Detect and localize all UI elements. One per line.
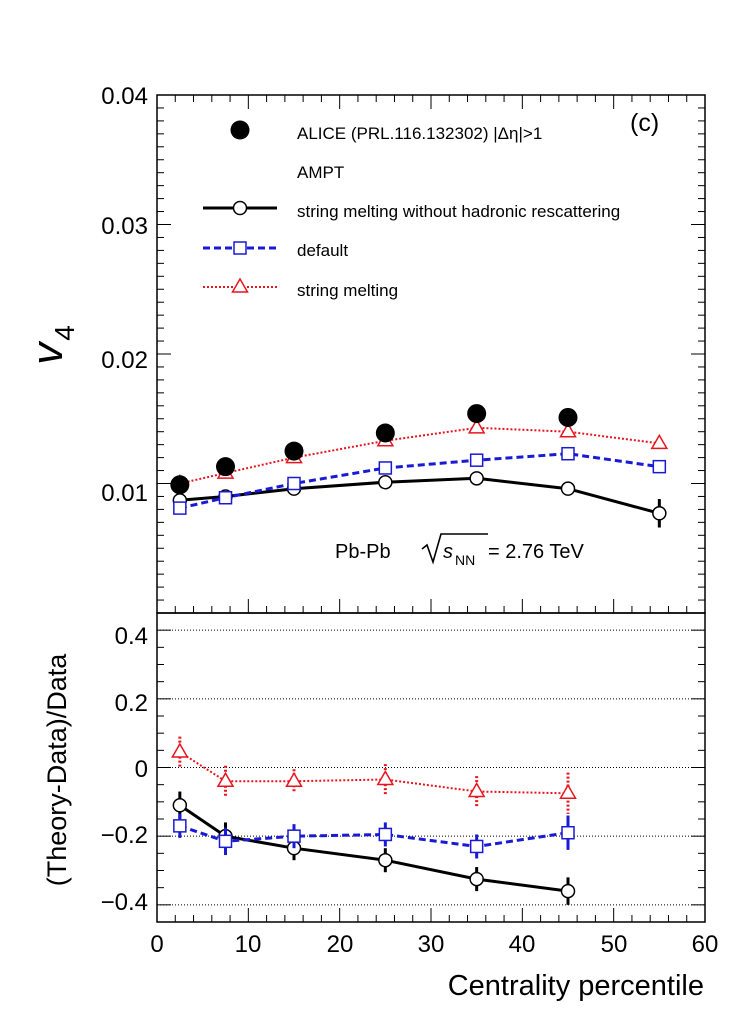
data-point-default [469,839,484,854]
bottom-ytick-label: −0.2 [101,822,148,849]
data-point-sm-norescat [469,871,484,887]
top-plot-frame [156,94,706,614]
xtick-label: 30 [418,931,445,958]
axis-ticks [156,94,706,922]
xtick-label: 50 [601,931,628,958]
xtick-label: 40 [509,931,536,958]
series-line-sm-norescat [178,804,569,893]
legend-marker-sm-norescat [232,200,248,216]
data-point-sm [376,770,395,786]
data-point-sm-norescat [652,506,667,521]
data-point-sm [559,783,577,799]
top-ytick-label: 0.01 [101,480,148,507]
data-point-default [378,827,393,842]
bottom-panel-data [171,736,577,905]
data-point-sm-norescat [560,883,576,899]
bottom-y-axis-title: (Theory-Data)/Data [42,653,72,887]
annotation-sub: NN [455,552,475,568]
bottom-ytick-label: 0.2 [115,690,148,717]
legend-label-sm: string melting [297,281,398,300]
data-point-default [378,461,393,475]
data-point-alice [216,457,235,477]
data-point-sm-norescat [560,481,576,496]
bottom-ytick-label: 0 [135,756,148,783]
data-point-sm [216,771,235,787]
bottom-gridlines [157,629,705,906]
bottom-ytick-label: 0.4 [115,623,148,650]
data-point-sm-norescat [172,798,188,813]
data-point-sm [559,422,577,438]
legend-marker-alice [230,120,250,140]
data-point-sm [285,771,303,787]
data-point-alice [375,423,395,443]
x-axis-title: Centrality percentile [448,970,704,1002]
xtick-label: 0 [150,931,163,958]
data-point-default [287,829,301,843]
data-point-sm [650,433,669,450]
annotation-s: s [443,541,453,563]
legend-label-alice: ALICE (PRL.116.132302) |Δη|>1 [297,124,542,143]
top-ytick-label: 0.02 [101,347,148,374]
sqrt-sign [421,533,488,565]
annotation-pre: Pb-Pb [335,541,391,563]
bottom-ytick-label: −0.4 [101,889,148,916]
panel-label: (c) [630,109,659,137]
data-point-default [173,819,187,833]
data-point-alice [284,441,304,461]
xtick-label: 60 [692,931,719,958]
data-point-default [469,453,484,467]
data-point-default [287,476,301,491]
data-point-alice [558,407,578,427]
top-y-axis-title: v4 [23,325,80,365]
top-ytick-label: 0.03 [101,213,148,240]
data-point-sm-norescat [469,471,484,486]
collision-annotation: Pb-Pb s NN = 2.76 TeV [335,533,584,568]
v4-symbol: v [23,340,72,365]
legend-marker-sm [231,277,249,293]
data-point-sm-norescat [378,852,393,868]
top-panel-data [170,404,669,528]
legend-label-sm-norescat: string melting without hadronic rescatte… [297,202,620,221]
xtick-label: 10 [235,931,262,958]
data-point-default [561,825,575,840]
data-point-sm [171,742,189,758]
data-point-default [173,501,187,515]
data-point-alice [467,404,487,424]
data-point-sm [467,418,486,434]
legend-label-ampt: AMPT [297,163,344,182]
data-point-default [652,459,667,474]
legend-label-default: default [297,241,348,260]
annotation-post: = 2.76 TeV [488,541,584,563]
legend: ALICE (PRL.116.132302) |Δη|>1 AMPT strin… [203,120,620,300]
v4-subscript: 4 [49,325,80,341]
data-point-default [561,446,575,461]
xtick-label: 20 [327,931,354,958]
data-point-default [218,834,233,849]
series-line-sm [179,751,569,795]
data-point-sm [467,782,486,798]
series-line-sm-norescat [179,476,660,515]
data-point-default [218,490,233,505]
top-ytick-label: 0.04 [101,83,148,110]
data-point-alice [170,475,190,495]
data-point-sm-norescat [378,474,393,490]
legend-marker-default [233,241,247,255]
